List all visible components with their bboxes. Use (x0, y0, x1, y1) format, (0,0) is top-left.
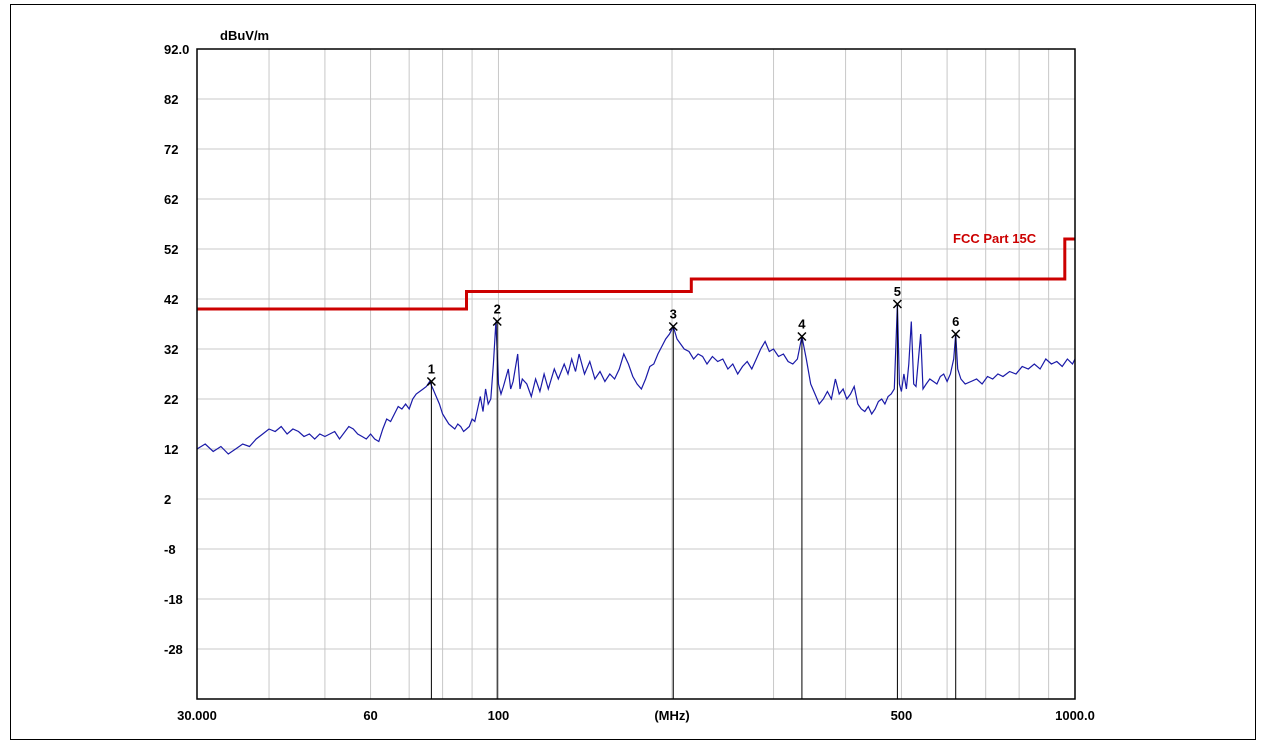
x-tick-label: 100 (488, 708, 510, 723)
x-tick-label: 60 (363, 708, 377, 723)
marker-cross (951, 329, 961, 339)
marker-2: 2 (492, 302, 502, 699)
y-tick-label: 32 (164, 342, 178, 357)
plot-background (197, 49, 1075, 699)
y-unit-label: dBuV/m (220, 28, 269, 43)
marker-cross (892, 299, 902, 309)
marker-label: 6 (952, 314, 959, 329)
marker-3: 3 (668, 307, 678, 699)
x-tick-label: 500 (891, 708, 913, 723)
marker-cross (492, 316, 502, 327)
y-tick-label: 52 (164, 242, 178, 257)
x-tick-label: 1000.0 (1055, 708, 1095, 723)
y-tick-label: -28 (164, 642, 183, 657)
y-tick-labels: 92.0 82 72 62 52 42 32 22 12 2 -8 -18 -28 (164, 42, 189, 657)
x-tick-labels: 30.000 60 100 (MHz) 500 1000.0 (177, 708, 1095, 723)
grid (197, 48, 1075, 699)
series-layer (196, 303, 1076, 455)
marker-layer: 1 2 3 4 5 6 (426, 284, 961, 699)
marker-5: 5 (892, 284, 902, 699)
marker-1: 1 (426, 362, 436, 699)
emission-trace (196, 303, 1076, 455)
y-tick-label: -8 (164, 542, 176, 557)
marker-4: 4 (797, 317, 807, 699)
limit-line-label: FCC Part 15C (953, 231, 1037, 246)
marker-cross (668, 321, 678, 332)
marker-label: 1 (428, 362, 435, 377)
y-tick-label: 22 (164, 392, 178, 407)
chart-frame (10, 4, 1256, 740)
y-tick-label: 92.0 (164, 42, 189, 57)
marker-label: 4 (798, 317, 806, 332)
plot-border (196, 48, 1076, 700)
marker-label: 5 (894, 284, 901, 299)
y-tick-label: 72 (164, 142, 178, 157)
x-tick-label: 30.000 (177, 708, 217, 723)
y-tick-label: -18 (164, 592, 183, 607)
marker-label: 3 (670, 307, 677, 322)
marker-cross (797, 331, 807, 342)
limit-line-layer (197, 237, 1075, 311)
y-tick-label: 62 (164, 192, 178, 207)
marker-6: 6 (951, 314, 961, 699)
y-tick-label: 42 (164, 292, 178, 307)
marker-cross (426, 376, 436, 387)
x-tick-label: (MHz) (654, 708, 689, 723)
y-tick-label: 82 (164, 92, 178, 107)
marker-label: 2 (494, 302, 501, 317)
y-tick-label: 2 (164, 492, 171, 507)
y-tick-label: 12 (164, 442, 178, 457)
limit-line (197, 237, 1075, 311)
